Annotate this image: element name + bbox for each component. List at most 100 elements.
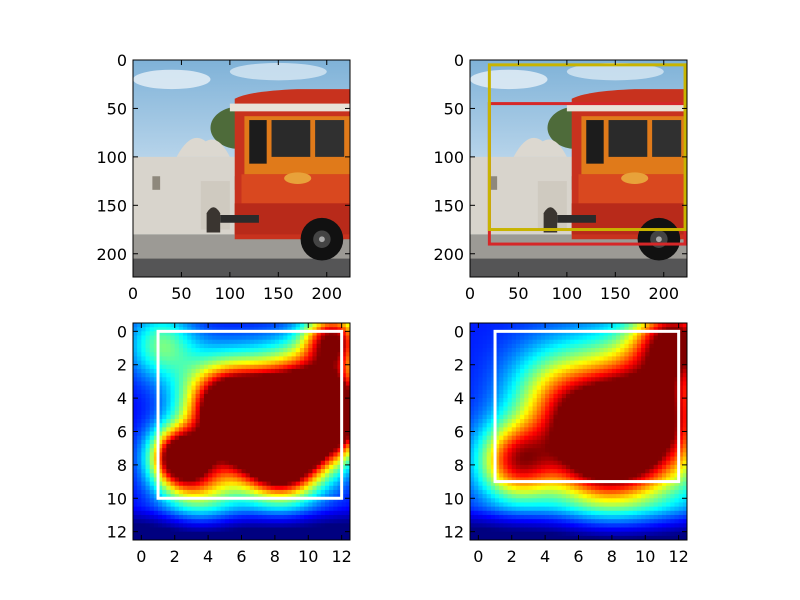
heatmap-cell	[545, 373, 550, 378]
heatmap-cell	[499, 327, 504, 332]
heatmap-cell	[591, 377, 596, 383]
heatmap-cell	[549, 444, 555, 449]
heatmap-cell	[274, 327, 280, 332]
heatmap-cell	[599, 343, 605, 349]
heatmap-cell	[486, 535, 492, 540]
heatmap-cell	[224, 527, 230, 533]
heatmap-cell	[153, 494, 159, 499]
heatmap-cell	[641, 485, 646, 491]
heatmap-cell	[283, 352, 288, 357]
heatmap-cell	[478, 431, 484, 437]
heatmap-cell	[178, 348, 184, 353]
heatmap-cell	[578, 485, 584, 491]
heatmap-cell	[149, 323, 155, 328]
heatmap-cell	[178, 364, 184, 370]
heatmap-cell	[574, 452, 580, 458]
heatmap-cell	[470, 498, 475, 504]
heatmap-cell	[628, 477, 634, 483]
heatmap-cell	[582, 335, 588, 341]
heatmap-cell	[212, 402, 218, 408]
heatmap-cell	[162, 356, 167, 362]
heatmap-cell	[628, 489, 634, 495]
heatmap-cell	[228, 373, 234, 378]
heatmap-cell	[178, 477, 184, 483]
heatmap-cell	[570, 389, 575, 395]
heatmap-cell	[503, 406, 509, 412]
heatmap-cell	[245, 339, 251, 345]
heatmap-cell	[166, 327, 172, 332]
heatmap-cell	[341, 431, 347, 437]
heatmap-cell	[324, 348, 330, 353]
heatmap-cell	[299, 435, 305, 441]
heatmap-cell	[616, 414, 621, 420]
heatmap-cell	[507, 477, 513, 483]
x-tick-label: 4	[203, 547, 213, 566]
heatmap-cell	[191, 469, 197, 474]
heatmap-cell	[266, 502, 272, 508]
heatmap-cell	[329, 464, 334, 470]
heatmap-cell	[599, 323, 605, 328]
heatmap-cell	[570, 364, 575, 370]
heatmap-cell	[553, 510, 559, 516]
heatmap-cell	[137, 402, 142, 408]
heatmap-cell	[174, 335, 180, 341]
heatmap-cell	[515, 389, 521, 395]
heatmap-cell	[237, 368, 243, 374]
heatmap-cell	[162, 381, 167, 387]
heatmap-cell	[607, 335, 613, 341]
heatmap-cell	[341, 414, 347, 420]
heatmap-cell	[524, 535, 530, 540]
heatmap-cell	[245, 381, 251, 387]
heatmap-cell	[212, 356, 218, 362]
heatmap-cell	[199, 335, 205, 341]
heatmap-cell	[158, 435, 163, 441]
heatmap-cell	[620, 452, 625, 458]
axes-frame	[132, 59, 351, 278]
heatmap-cell	[478, 444, 484, 449]
heatmap-cell	[607, 523, 613, 529]
heatmap-cell	[503, 343, 509, 349]
heatmap-cell	[333, 506, 339, 512]
heatmap-cell	[607, 377, 613, 383]
heatmap-cell	[187, 469, 193, 474]
heatmap-cell	[195, 348, 201, 353]
heatmap-cell	[220, 460, 226, 466]
heatmap-cell	[308, 431, 314, 437]
heatmap-cell	[586, 514, 592, 520]
heatmap-cell	[145, 448, 151, 453]
heatmap-cell	[591, 435, 596, 441]
heatmap-cell	[561, 352, 567, 357]
heatmap-cell	[507, 485, 513, 491]
heatmap-cell	[228, 452, 234, 458]
heatmap-cell	[628, 494, 634, 499]
heatmap-cell	[141, 527, 147, 533]
heatmap-cell	[183, 535, 188, 540]
heatmap-cell	[507, 514, 513, 520]
heatmap-cell	[545, 523, 550, 529]
heatmap-cell	[565, 444, 571, 449]
heatmap-cell	[337, 377, 343, 383]
heatmap-cell	[291, 531, 297, 537]
heatmap-cell	[337, 460, 343, 466]
heatmap-cell	[641, 435, 646, 441]
heatmap-cell	[474, 510, 479, 516]
heatmap-cell	[570, 393, 575, 399]
heatmap-cell	[628, 481, 634, 487]
heatmap-cell	[565, 352, 571, 357]
heatmap-cell	[578, 464, 584, 470]
heatmap-cell	[578, 360, 584, 366]
heatmap-cell	[216, 485, 222, 491]
heatmap-cell	[495, 377, 500, 383]
heatmap-cell	[220, 531, 226, 537]
heatmap-cell	[503, 352, 509, 357]
heatmap-cell	[624, 377, 630, 383]
heatmap-cell	[628, 531, 634, 537]
heatmap-cell	[557, 373, 563, 378]
heatmap-cell	[616, 356, 621, 362]
heatmap-cell	[478, 414, 484, 420]
heatmap-cell	[178, 460, 184, 466]
heatmap-cell	[591, 335, 596, 341]
heatmap-cell	[178, 368, 184, 374]
heatmap-cell	[170, 502, 176, 508]
heatmap-cell	[162, 514, 167, 520]
